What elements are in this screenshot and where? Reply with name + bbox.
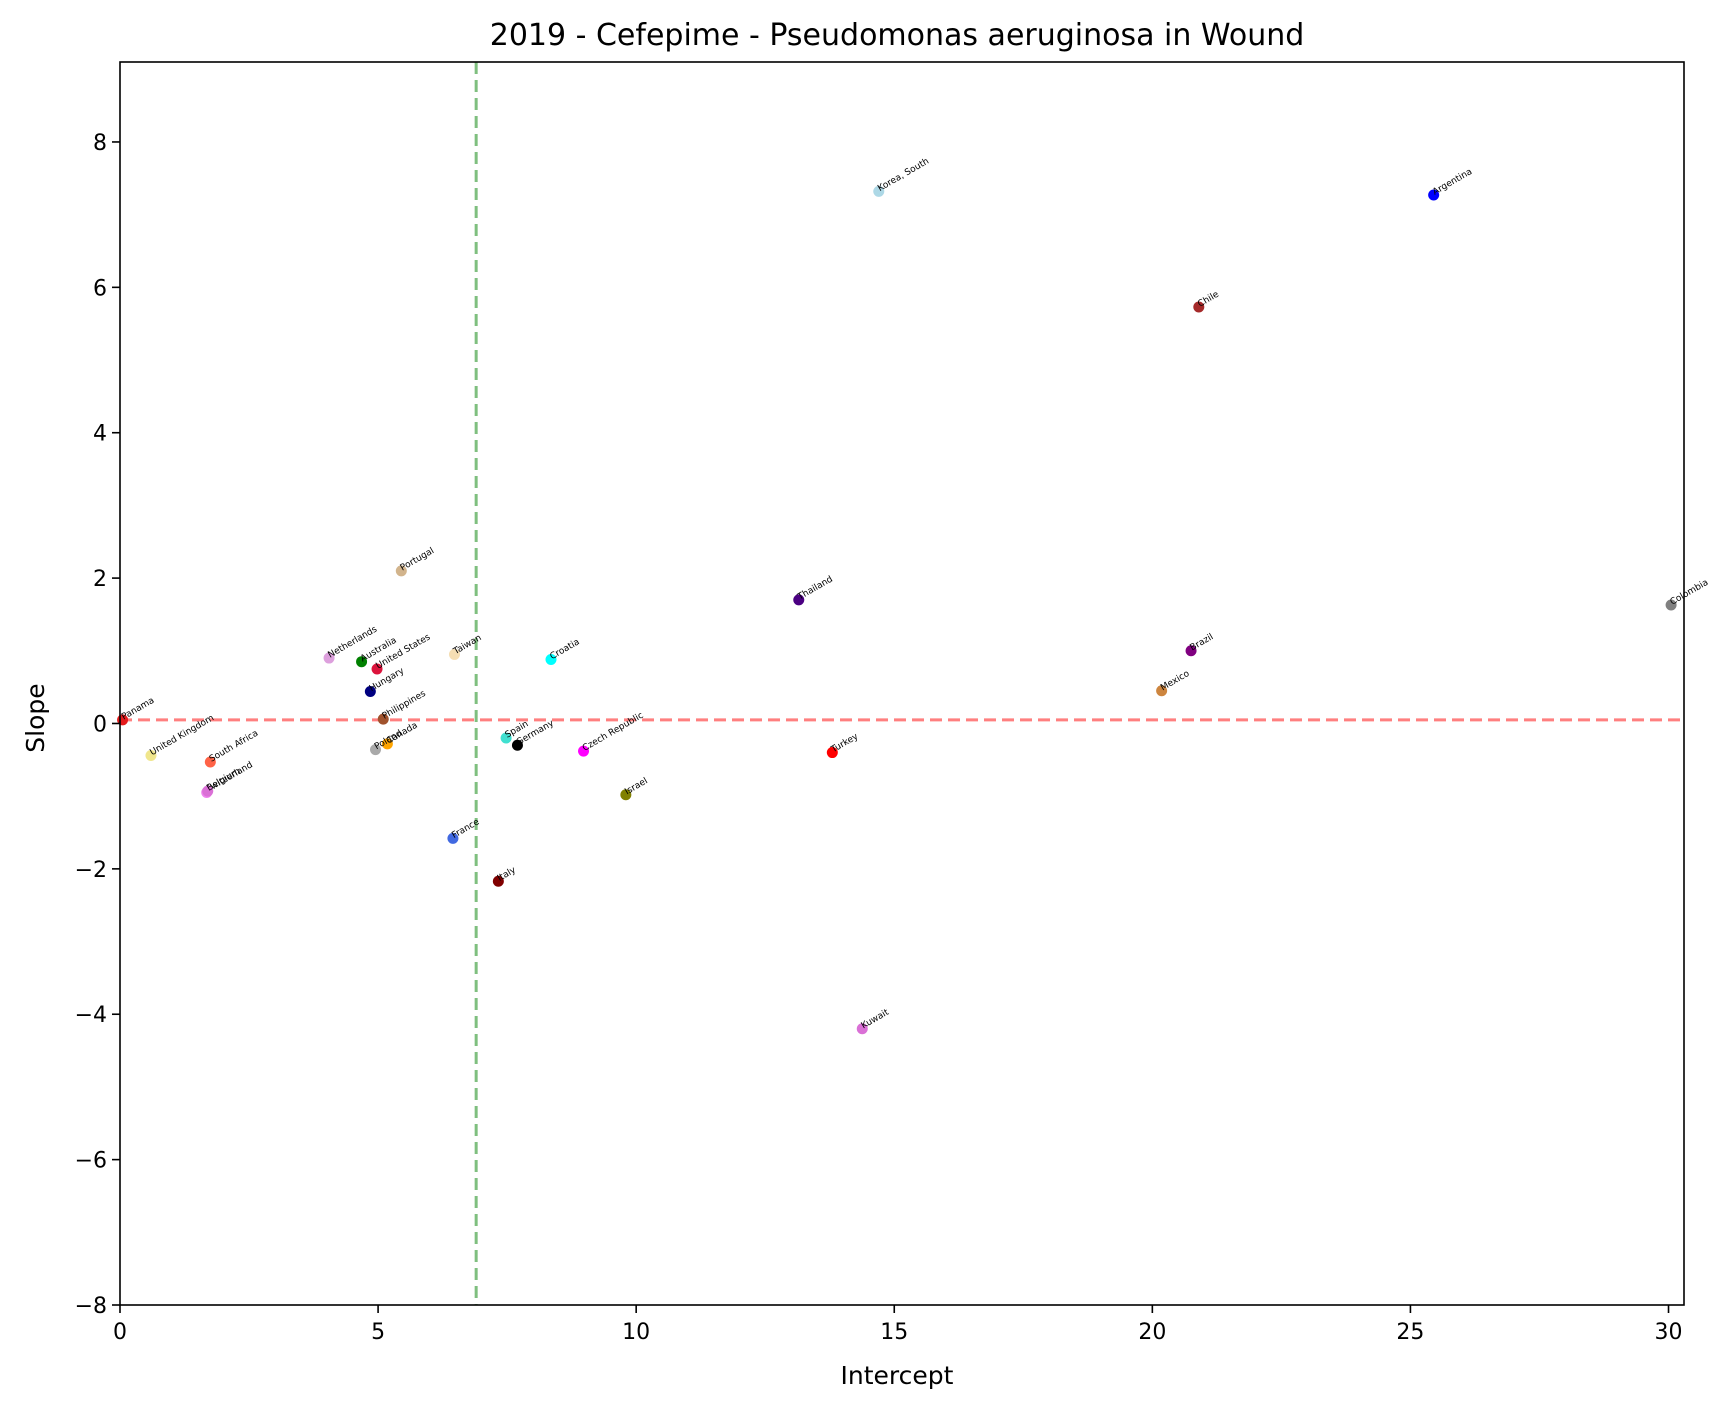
data-point bbox=[1185, 645, 1197, 657]
data-point bbox=[1665, 599, 1677, 611]
data-point bbox=[500, 732, 512, 744]
data-point bbox=[371, 663, 383, 675]
y-tick-label: 4 bbox=[93, 422, 107, 447]
data-point bbox=[492, 875, 504, 887]
data-point bbox=[323, 652, 335, 664]
data-point bbox=[873, 185, 885, 197]
x-tick-label: 30 bbox=[1655, 1320, 1683, 1345]
y-axis-label: Slope bbox=[21, 683, 50, 752]
data-point bbox=[545, 654, 557, 666]
y-tick-label: 0 bbox=[93, 712, 107, 737]
data-point bbox=[381, 738, 393, 750]
data-point bbox=[204, 756, 216, 768]
data-point bbox=[448, 648, 460, 660]
x-tick-label: 0 bbox=[113, 1320, 127, 1345]
data-point bbox=[1156, 685, 1168, 697]
x-tick-label: 15 bbox=[880, 1320, 908, 1345]
data-point bbox=[395, 565, 407, 577]
data-point bbox=[511, 739, 523, 751]
data-point bbox=[370, 744, 382, 756]
data-point bbox=[447, 832, 459, 844]
data-point bbox=[856, 1023, 868, 1035]
data-point bbox=[620, 789, 632, 801]
data-point bbox=[1428, 189, 1440, 201]
data-point bbox=[377, 713, 389, 725]
y-tick-label: 2 bbox=[93, 567, 107, 592]
y-tick-label: −8 bbox=[75, 1294, 107, 1319]
data-point bbox=[202, 785, 214, 797]
plot-frame bbox=[119, 61, 1685, 1306]
chart-title: 2019 - Cefepime - Pseudomonas aeruginosa… bbox=[490, 18, 1305, 53]
x-tick-label: 5 bbox=[371, 1320, 385, 1345]
data-point bbox=[356, 656, 368, 668]
data-point bbox=[826, 747, 838, 759]
y-tick-label: −2 bbox=[75, 858, 107, 883]
data-point bbox=[145, 749, 157, 761]
data-point bbox=[364, 685, 376, 697]
x-tick-label: 10 bbox=[622, 1320, 650, 1345]
x-axis-label: Intercept bbox=[841, 1361, 954, 1390]
y-tick-label: 8 bbox=[93, 131, 107, 156]
data-point bbox=[793, 594, 805, 606]
x-tick-label: 25 bbox=[1396, 1320, 1424, 1345]
data-point bbox=[578, 745, 590, 757]
y-tick-label: −4 bbox=[75, 1003, 107, 1028]
data-point bbox=[1193, 301, 1205, 313]
x-tick-label: 20 bbox=[1138, 1320, 1166, 1345]
y-tick-label: −6 bbox=[75, 1149, 107, 1174]
y-tick-label: 6 bbox=[93, 276, 107, 301]
